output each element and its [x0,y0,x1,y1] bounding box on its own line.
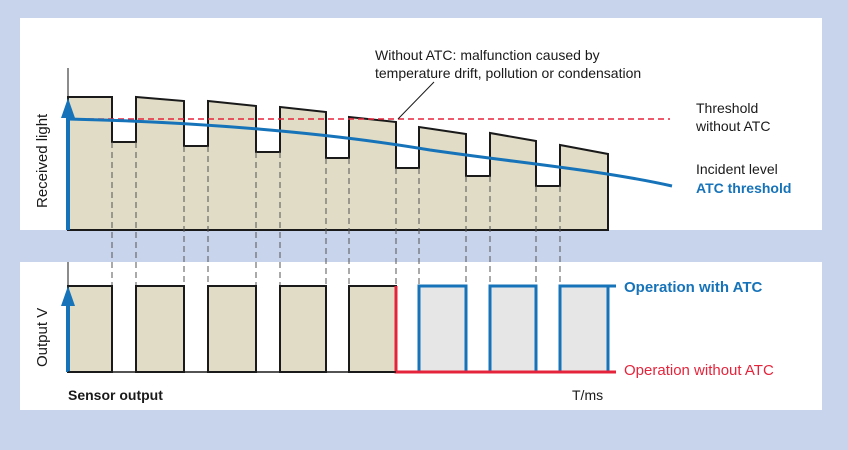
atc-threshold-label: ATC threshold [696,180,791,196]
output-v-arrow-head [61,286,75,306]
output-v-label: Output V [34,308,51,367]
atc-threshold-curve [67,117,673,188]
received-light-arrow-head [61,98,75,118]
sensor-output-label: Sensor output [68,387,163,403]
timing-guides [111,142,561,288]
time-axis-label: T/ms [572,387,603,403]
operation-without-atc-label: Operation without ATC [624,362,774,379]
annotation-line-2: temperature drift, pollution or condensa… [375,65,641,81]
incident-level-label: Incident level [696,161,778,177]
annotation-leader [397,81,435,120]
output-pulses-with-atc [417,284,610,374]
received-light-label: Received light [34,113,51,208]
annotation-line-1: Without ATC: malfunction caused by [375,47,600,63]
threshold-label-line-1: Threshold [696,100,758,116]
threshold-label-line-2: without ATC [695,118,770,134]
operation-with-atc-label: Operation with ATC [624,279,762,296]
